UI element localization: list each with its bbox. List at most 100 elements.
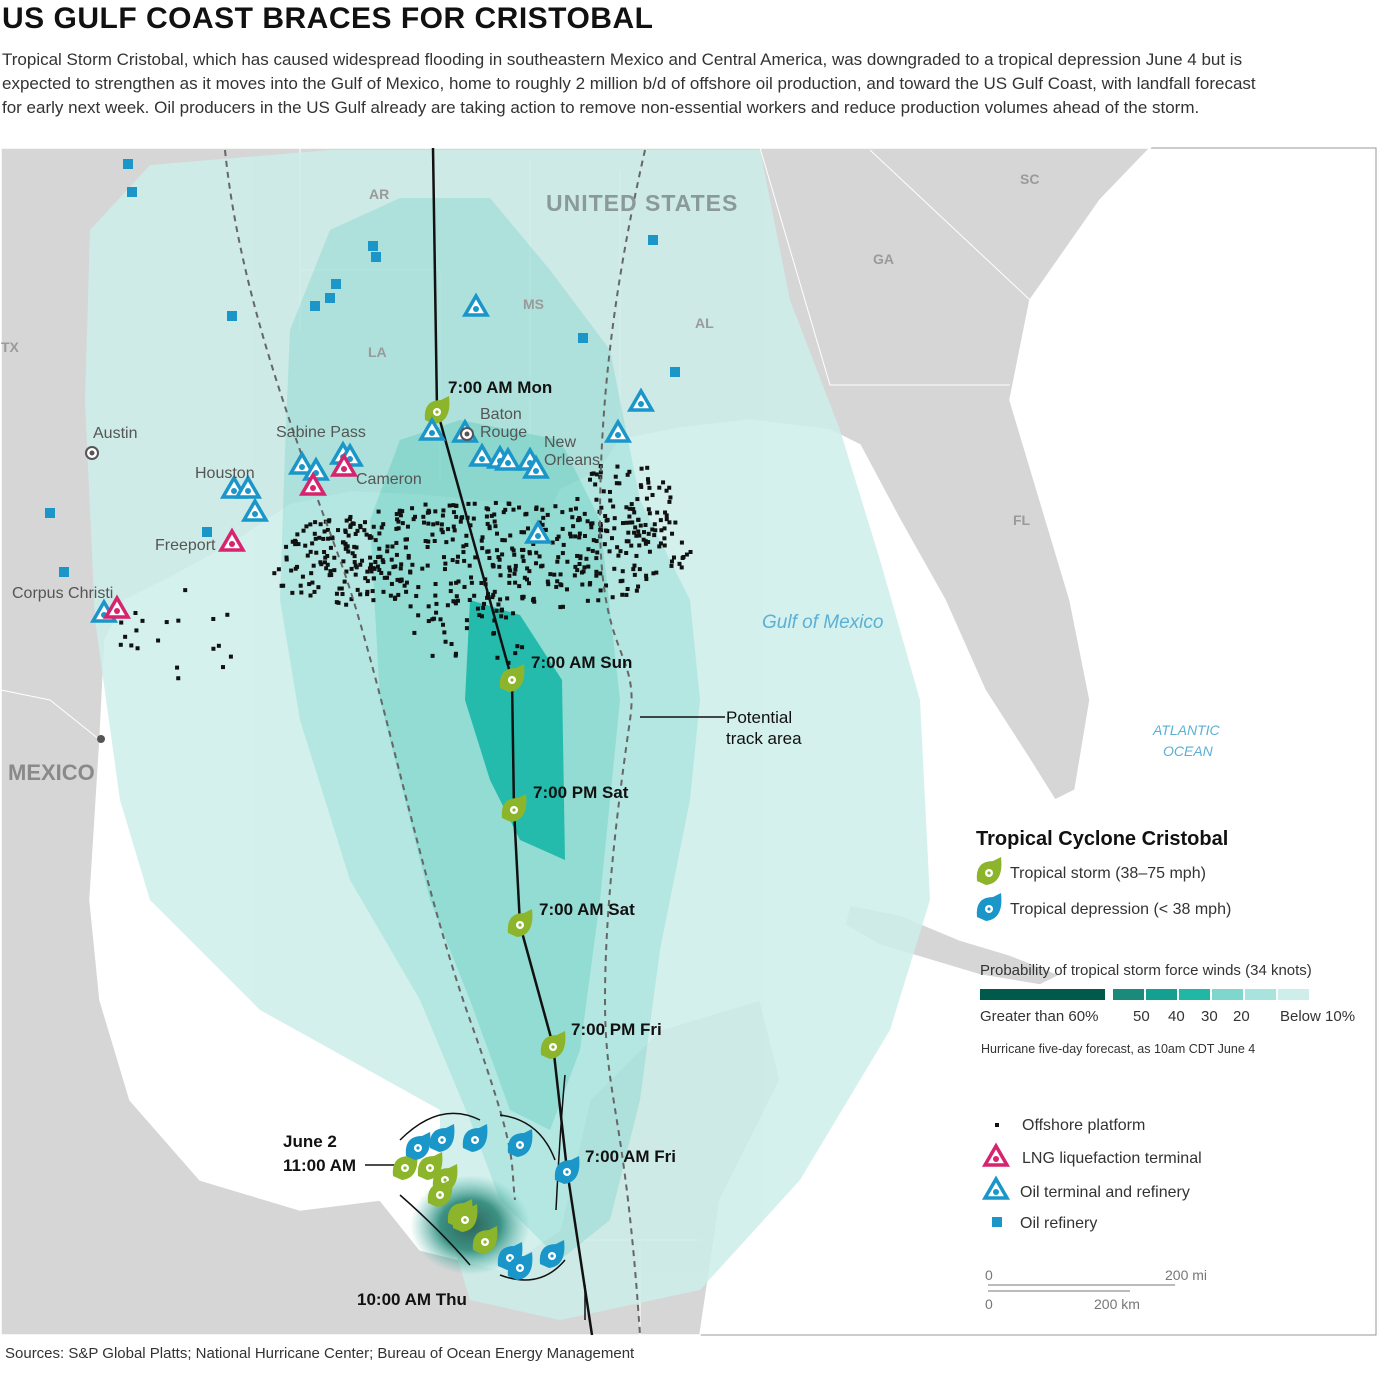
- platform: [507, 573, 512, 578]
- platform: [439, 522, 444, 527]
- map: UNITED STATES AR MS AL GA SC LA TX FL MEXICO Gulf …: [0, 147, 1377, 1336]
- platform: [293, 542, 298, 547]
- storm-icon: [507, 1252, 533, 1280]
- platform: [376, 509, 381, 514]
- region-label: AR: [369, 186, 389, 202]
- platform: [377, 567, 382, 572]
- platform: [632, 572, 637, 577]
- city-label: Houston: [195, 465, 255, 482]
- platform: [555, 536, 560, 541]
- platform: [355, 587, 360, 592]
- terminal-icon: [329, 452, 359, 477]
- platform: [642, 530, 647, 535]
- platform: [613, 474, 618, 479]
- platform: [477, 613, 482, 618]
- platform: [434, 610, 439, 615]
- platform: [624, 520, 629, 525]
- platform: [423, 538, 428, 543]
- storm-dot: [518, 1143, 522, 1147]
- platform: [548, 572, 553, 577]
- platform: [651, 571, 656, 576]
- platform: [368, 562, 373, 567]
- legend-item: Tropical depression (< 38 mph): [1010, 901, 1231, 918]
- time-label: 7:00 AM Fri: [585, 1147, 676, 1166]
- platform: [211, 646, 216, 651]
- platform: [654, 570, 659, 575]
- platform: [634, 533, 639, 538]
- platform: [402, 583, 407, 588]
- platform: [643, 522, 648, 527]
- legend-item: LNG liquefaction terminal: [1022, 1150, 1202, 1167]
- platform: [290, 539, 295, 544]
- forecast-track: [431, 147, 594, 1336]
- terminal-icon: [461, 292, 491, 317]
- platform: [290, 590, 295, 595]
- platform: [343, 528, 348, 533]
- platform: [577, 535, 582, 540]
- terminal-icon: [603, 418, 633, 443]
- storm-dot: [440, 1138, 444, 1142]
- platform: [449, 641, 454, 646]
- platform: [396, 526, 401, 531]
- platform: [135, 646, 140, 651]
- city-label: Orleans: [544, 452, 600, 469]
- platform: [332, 555, 337, 560]
- platform: [400, 509, 405, 514]
- platform: [365, 569, 370, 574]
- platform: [493, 524, 498, 529]
- platform: [555, 559, 560, 564]
- platform: [371, 598, 376, 603]
- platform: [455, 559, 460, 564]
- probability-swatch: [1146, 989, 1177, 1000]
- platform: [499, 614, 504, 619]
- time-label: June 2: [283, 1132, 337, 1151]
- platform-icon: [995, 1123, 999, 1127]
- platform: [487, 524, 492, 529]
- platform: [344, 569, 349, 574]
- platform: [577, 561, 582, 566]
- platform: [639, 466, 644, 471]
- platform: [426, 508, 431, 513]
- platform: [612, 516, 617, 521]
- platform: [565, 559, 570, 564]
- platform: [643, 541, 648, 546]
- storm-dot: [565, 1170, 569, 1174]
- probability-label: 30: [1201, 1008, 1218, 1025]
- platform: [598, 470, 603, 475]
- platform: [440, 513, 445, 518]
- platform: [590, 548, 595, 553]
- platform: [580, 582, 585, 587]
- storm-icon: [507, 909, 533, 937]
- platform: [627, 506, 632, 511]
- platform: [500, 552, 505, 557]
- platform: [308, 549, 313, 554]
- platform: [370, 589, 375, 594]
- platform: [670, 531, 675, 536]
- platform: [560, 604, 565, 609]
- legend-item: Offshore platform: [1022, 1117, 1145, 1134]
- platform: [492, 512, 497, 517]
- platform: [561, 542, 566, 547]
- platform: [164, 620, 169, 625]
- terminal-dot: [638, 401, 644, 407]
- time-label: 11:00 AM: [283, 1156, 356, 1175]
- platform: [367, 566, 372, 571]
- platform: [413, 514, 418, 519]
- platform: [341, 559, 346, 564]
- platform: [325, 527, 330, 532]
- platform: [564, 587, 569, 592]
- platform: [519, 530, 524, 535]
- refinery-icon: [578, 333, 588, 343]
- platform: [304, 524, 309, 529]
- platform: [451, 503, 456, 508]
- platform: [503, 507, 508, 512]
- platform: [398, 513, 403, 518]
- storm-icon: [976, 857, 1002, 885]
- platform: [318, 560, 323, 565]
- platform: [310, 541, 315, 546]
- platform: [399, 562, 404, 567]
- platform: [512, 552, 517, 557]
- platform: [348, 514, 353, 519]
- platform: [573, 506, 578, 511]
- platform: [410, 506, 415, 511]
